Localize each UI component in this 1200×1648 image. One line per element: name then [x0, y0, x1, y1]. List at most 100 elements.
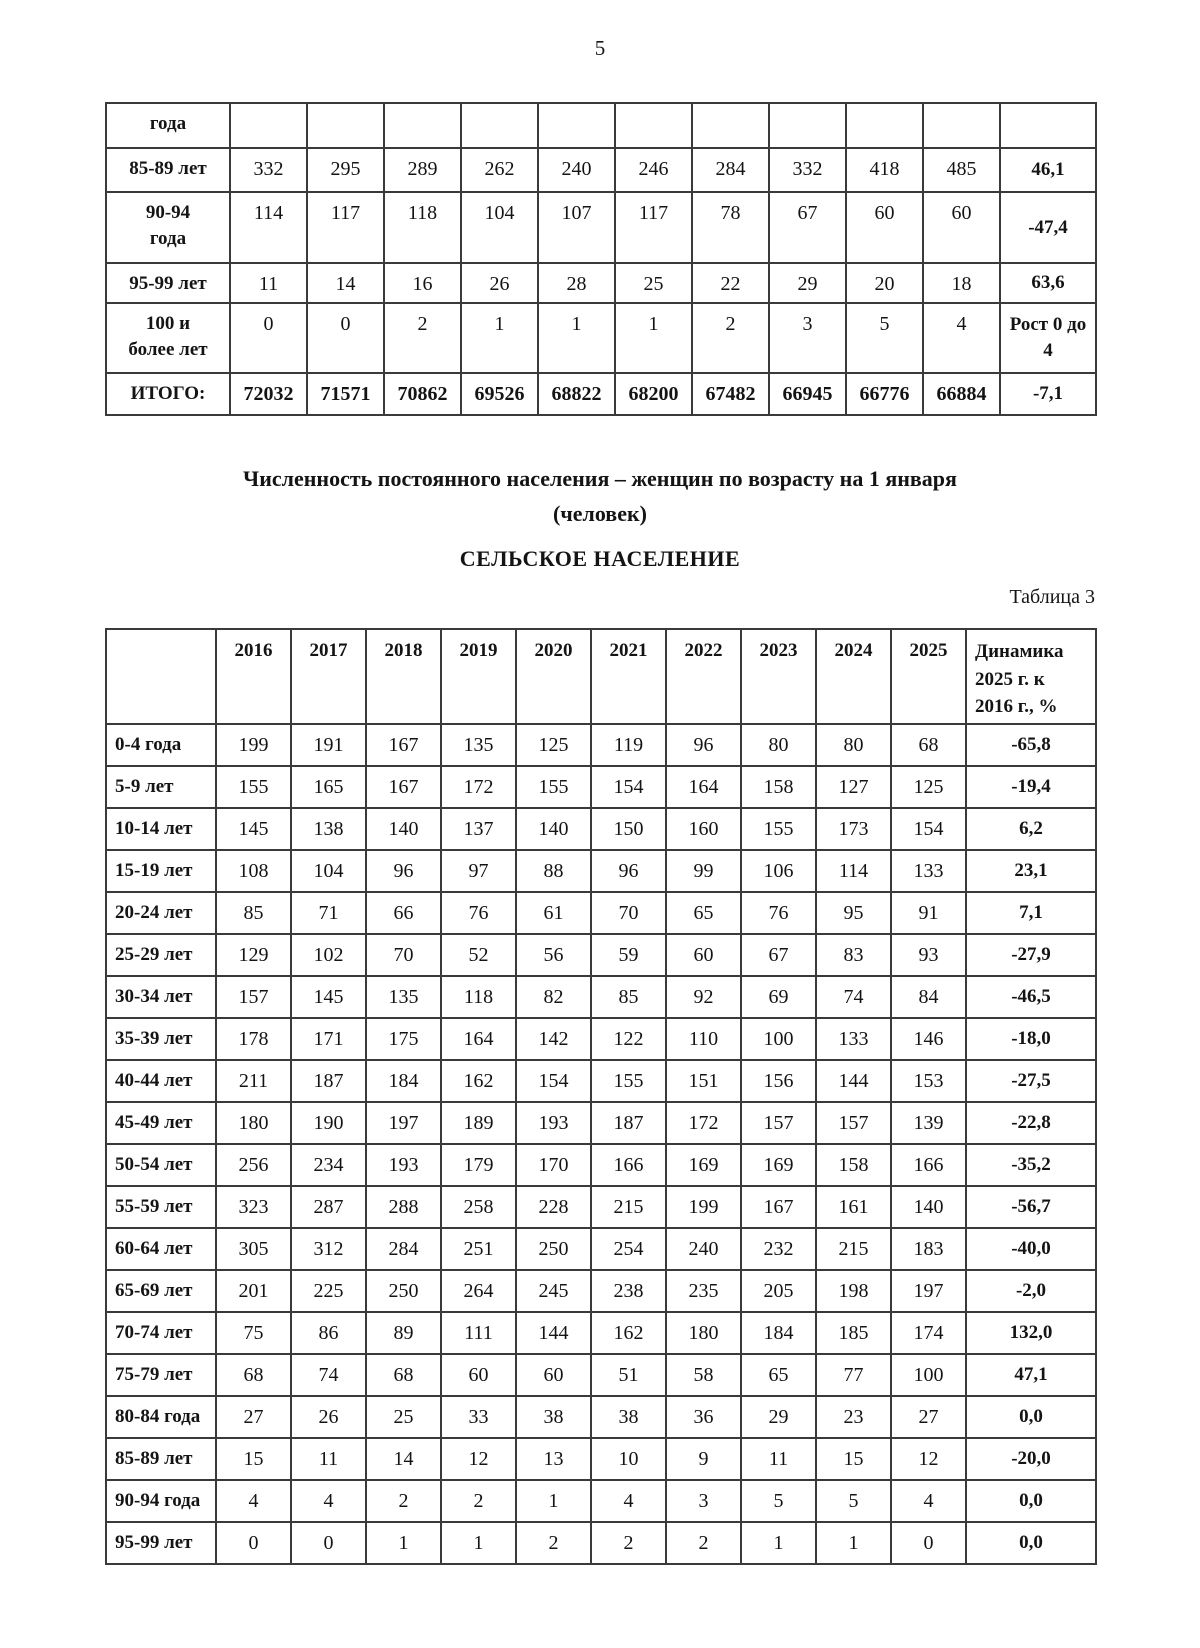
row-label: 100 и более лет	[105, 302, 231, 374]
value-cell: 18	[922, 262, 1001, 304]
value-cell: 144	[515, 1311, 592, 1355]
table-row: года	[105, 102, 1097, 149]
value-cell: 418	[845, 147, 924, 193]
value-cell: 2	[665, 1521, 742, 1565]
table-row: 100 и более лет 0 0 2 1 1 1 2 3 5 4 Рост 0 до 4	[105, 302, 1097, 374]
value-cell: 65	[740, 1353, 817, 1397]
value-cell: 250	[365, 1269, 442, 1313]
year-header: 2023	[740, 628, 817, 725]
dynamics-header: Динамика 2025 г. к 2016 г., %	[965, 628, 1097, 725]
table-row: 80-84 года 27 26 25 33 38 38 36 29 23 27 0,0	[105, 1395, 1097, 1439]
dynamics-cell: -2,0	[965, 1269, 1097, 1313]
dynamics-cell: -19,4	[965, 765, 1097, 809]
value-cell: 61	[515, 891, 592, 935]
dynamics-cell: -7,1	[999, 372, 1097, 416]
value-cell: 5	[815, 1479, 892, 1523]
value-cell: 107	[537, 191, 616, 264]
value-cell: 4	[290, 1479, 367, 1523]
value-cell: 78	[691, 191, 770, 264]
value-cell: 0	[306, 302, 385, 374]
value-cell: 71	[290, 891, 367, 935]
value-cell: 1	[537, 302, 616, 374]
value-cell: 0	[229, 302, 308, 374]
table-row: 50-54 лет 256 234 193 179 170 166 169 169 158 166-…	[105, 1143, 1097, 1187]
value-cell: 56	[515, 933, 592, 977]
value-cell: 4	[215, 1479, 292, 1523]
value-cell: 1	[365, 1521, 442, 1565]
value-cell: 180	[665, 1311, 742, 1355]
value-cell: 1	[740, 1521, 817, 1565]
value-cell: 67482	[691, 372, 770, 416]
value-cell: 135	[440, 723, 517, 767]
value-cell: 27	[215, 1395, 292, 1439]
value-cell: 133	[815, 1017, 892, 1061]
value-cell: 29	[740, 1395, 817, 1439]
row-label: 55-59 лет	[105, 1185, 217, 1229]
value-cell: 211	[215, 1059, 292, 1103]
value-cell: 118	[383, 191, 462, 264]
row-label: года	[105, 102, 231, 149]
table-body: 2016 2017 2018 2019 2020 2021 2022 2023 2024 2025…	[105, 628, 1097, 1565]
value-cell: 167	[365, 723, 442, 767]
value-cell: 26	[460, 262, 539, 304]
value-cell: 153	[890, 1059, 967, 1103]
value-cell: 164	[440, 1017, 517, 1061]
value-cell: 67	[768, 191, 847, 264]
value-cell: 485	[922, 147, 1001, 193]
value-cell: 166	[890, 1143, 967, 1187]
value-cell: 166	[590, 1143, 667, 1187]
value-cell: 2	[691, 302, 770, 374]
value-cell: 140	[890, 1185, 967, 1229]
value-cell: 91	[890, 891, 967, 935]
corner-cell	[105, 628, 217, 725]
value-cell: 74	[815, 975, 892, 1019]
row-label: 40-44 лет	[105, 1059, 217, 1103]
value-cell: 284	[691, 147, 770, 193]
value-cell: 205	[740, 1269, 817, 1313]
value-cell: 180	[215, 1101, 292, 1145]
value-cell: 117	[306, 191, 385, 264]
value-cell	[614, 102, 693, 149]
value-cell: 258	[440, 1185, 517, 1229]
value-cell: 111	[440, 1311, 517, 1355]
value-cell: 137	[440, 807, 517, 851]
value-cell: 11	[740, 1437, 817, 1481]
value-cell: 295	[306, 147, 385, 193]
table-row: 55-59 лет 323 287 288 258 228 215 199 167 161 140-…	[105, 1185, 1097, 1229]
value-cell: 145	[215, 807, 292, 851]
dynamics-cell: 0,0	[965, 1395, 1097, 1439]
value-cell: 162	[440, 1059, 517, 1103]
value-cell: 3	[665, 1479, 742, 1523]
value-cell: 154	[515, 1059, 592, 1103]
value-cell: 193	[515, 1101, 592, 1145]
row-label: 0-4 года	[105, 723, 217, 767]
year-header: 2022	[665, 628, 742, 725]
table-row: 25-29 лет 129 102 70 52 56 59 60 67 83 93 -27,9	[105, 933, 1097, 977]
dynamics-cell: 47,1	[965, 1353, 1097, 1397]
row-label: 75-79 лет	[105, 1353, 217, 1397]
value-cell: 2	[440, 1479, 517, 1523]
dynamics-cell: 23,1	[965, 849, 1097, 893]
table-row: 85-89 лет 332 295 289 262 240 246 284 332 418 485 4…	[105, 147, 1097, 193]
value-cell: 5	[845, 302, 924, 374]
value-cell: 2	[515, 1521, 592, 1565]
header-row: 2016 2017 2018 2019 2020 2021 2022 2023 2024 2025…	[105, 628, 1097, 725]
population-table-continued: года 85-89 лет 332 295 289 262 240 246 284 332 418…	[105, 102, 1097, 416]
value-cell: 68	[365, 1353, 442, 1397]
value-cell: 246	[614, 147, 693, 193]
value-cell: 15	[215, 1437, 292, 1481]
value-cell: 25	[365, 1395, 442, 1439]
row-label: 60-64 лет	[105, 1227, 217, 1271]
table-row: 85-89 лет 15 11 14 12 13 10 9 11 15 12 -20,0	[105, 1437, 1097, 1481]
value-cell: 264	[440, 1269, 517, 1313]
value-cell: 154	[890, 807, 967, 851]
value-cell: 167	[365, 765, 442, 809]
dynamics-cell: 132,0	[965, 1311, 1097, 1355]
value-cell: 106	[740, 849, 817, 893]
value-cell	[306, 102, 385, 149]
value-cell: 156	[740, 1059, 817, 1103]
value-cell: 256	[215, 1143, 292, 1187]
value-cell: 129	[215, 933, 292, 977]
value-cell: 133	[890, 849, 967, 893]
row-label: 95-99 лет	[105, 1521, 217, 1565]
